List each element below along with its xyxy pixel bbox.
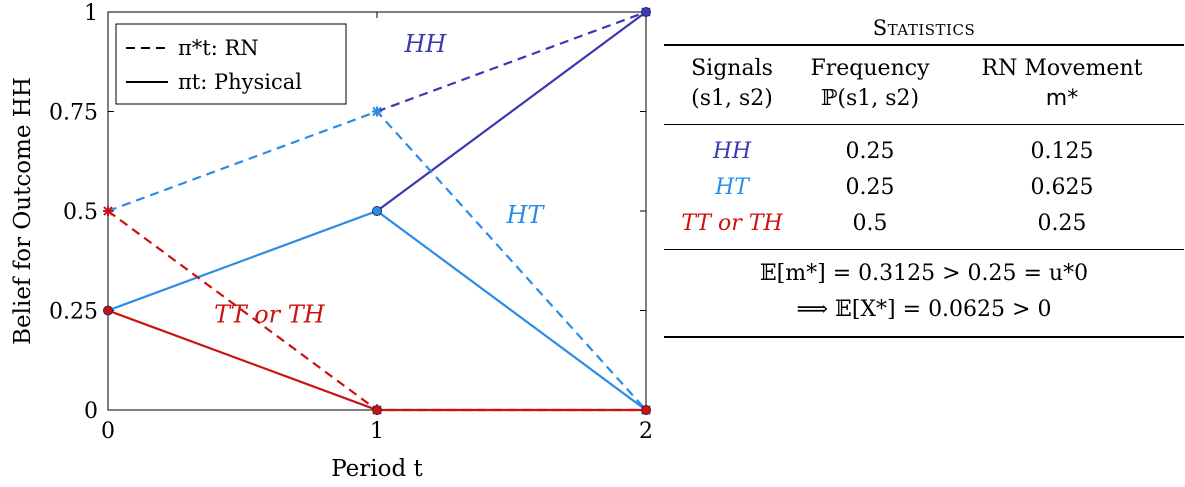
statistics-title: Statistics xyxy=(872,16,976,40)
header-signals-sub: (s1, s2) xyxy=(691,86,773,111)
series-line-ht-solid xyxy=(107,209,647,411)
y-tick-label: 0.75 xyxy=(49,101,98,126)
top-rule xyxy=(664,44,1184,46)
data-point-dot xyxy=(641,7,651,17)
y-tick-label: 0.5 xyxy=(63,200,98,225)
expectation-line: 𝔼[m*] = 0.3125 > 0.25 = u*0 xyxy=(759,261,1089,286)
header-signals: Signals (s1, s2) xyxy=(664,54,800,114)
table-row: TT or TH 0.5 0.25 xyxy=(664,205,1184,241)
series-line-tt-or-th-dashed xyxy=(107,210,646,412)
row-movement: 0.625 xyxy=(1030,174,1094,200)
data-point-dot xyxy=(103,305,113,316)
x-tick-label: 1 xyxy=(370,419,384,444)
y-tick-label: 0.25 xyxy=(49,300,98,325)
legend-label: πt: Physical xyxy=(178,70,302,94)
y-tick-label: 0 xyxy=(84,399,98,424)
row-frequency: 0.5 xyxy=(852,210,888,236)
header-rule xyxy=(664,124,1184,125)
data-point-dot xyxy=(372,405,382,415)
header-movement-label: RN Movement xyxy=(981,56,1143,81)
row-signal: HT xyxy=(715,174,749,200)
annotation-label: HT xyxy=(505,201,545,229)
series-line-hh-solid xyxy=(376,11,647,212)
bottom-rule xyxy=(664,336,1184,338)
data-point-dot xyxy=(641,405,651,415)
header-frequency: Frequency ℙ(s1, s2) xyxy=(800,54,940,114)
implication-line: ⟹ 𝔼[X*] = 0.0625 > 0 xyxy=(796,297,1052,322)
table-body: HH 0.25 0.125 HT 0.25 0.625 TT or TH 0.5… xyxy=(664,125,1184,249)
row-movement: 0.125 xyxy=(1030,138,1094,164)
table-row: HT 0.25 0.625 xyxy=(664,169,1184,205)
series-line-hh-dashed xyxy=(376,10,647,113)
axes: 0 1 2 0 0.25 0.5 0.75 1 Period t Belief for Outco… xyxy=(10,1,653,482)
x-tick-label: 2 xyxy=(639,419,653,444)
row-movement: 0.25 xyxy=(1037,210,1087,236)
legend-label: π*t: RN xyxy=(178,36,259,60)
header-movement: RN Movement m* xyxy=(940,54,1184,114)
belief-chart: 0 1 2 0 0.25 0.5 0.75 1 Period t Belief for Outco… xyxy=(10,1,653,482)
statistics-table: Statistics Signals (s1, s2) Frequency ℙ(… xyxy=(664,12,1184,338)
header-frequency-sub: ℙ(s1, s2) xyxy=(820,86,920,111)
series-line-tt-or-th-solid xyxy=(107,309,646,412)
x-axis-label: Period t xyxy=(331,456,423,482)
row-frequency: 0.25 xyxy=(845,174,895,200)
table-footer: 𝔼[m*] = 0.3125 > 0.25 = u*0 ⟹ 𝔼[X*] = 0.… xyxy=(664,250,1184,336)
x-tick-label: 0 xyxy=(101,419,115,444)
y-axis-label: Belief for Outcome HH xyxy=(10,77,36,345)
body-rule xyxy=(664,249,1184,250)
header-movement-sub: m* xyxy=(1045,86,1079,111)
row-signal: HH xyxy=(712,138,752,164)
row-signal: TT or TH xyxy=(681,210,783,236)
header-frequency-label: Frequency xyxy=(810,56,930,81)
annotation-label: HH xyxy=(403,30,447,58)
row-frequency: 0.25 xyxy=(845,138,895,164)
header-signals-label: Signals xyxy=(691,56,773,81)
table-row: HH 0.25 0.125 xyxy=(664,133,1184,169)
data-point-dot xyxy=(372,206,382,216)
series-line-ht-dashed xyxy=(107,110,647,411)
legend: π*t: RN πt: Physical xyxy=(115,23,347,105)
data-point-star xyxy=(103,206,113,216)
data-point-star xyxy=(372,106,382,117)
y-tick-label: 1 xyxy=(84,1,98,26)
annotation-label: TT or TH xyxy=(214,300,326,328)
legend-box xyxy=(115,23,347,105)
table-header: Signals (s1, s2) Frequency ℙ(s1, s2) RN … xyxy=(664,46,1184,124)
annotations-layer: HH HT TT or TH xyxy=(214,30,545,329)
points-layer xyxy=(103,7,651,415)
